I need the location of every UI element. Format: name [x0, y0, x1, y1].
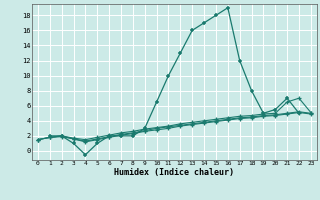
- X-axis label: Humidex (Indice chaleur): Humidex (Indice chaleur): [115, 168, 234, 177]
